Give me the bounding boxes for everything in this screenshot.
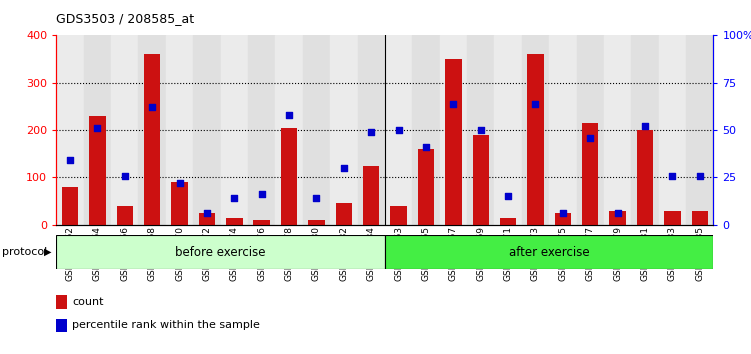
Bar	[549, 35, 577, 225]
Point	[310, 195, 322, 201]
Bar	[62, 187, 78, 225]
Bar	[56, 295, 67, 309]
Text: GDS3503 / 208585_at: GDS3503 / 208585_at	[56, 12, 195, 25]
Bar	[56, 35, 83, 225]
Bar	[221, 35, 248, 225]
Bar	[577, 35, 604, 225]
Point	[119, 173, 131, 178]
Point	[228, 195, 240, 201]
Bar	[226, 218, 243, 225]
Bar	[472, 135, 489, 225]
Point	[255, 192, 267, 197]
Bar	[111, 35, 138, 225]
Bar	[193, 35, 221, 225]
Text: ▶: ▶	[44, 247, 51, 257]
Bar	[609, 211, 626, 225]
Bar	[89, 116, 106, 225]
Point	[201, 211, 213, 216]
Point	[173, 180, 185, 186]
Bar	[56, 235, 385, 269]
Bar	[418, 149, 434, 225]
Point	[393, 127, 405, 133]
Bar	[385, 235, 713, 269]
Bar	[363, 166, 379, 225]
Bar	[308, 220, 324, 225]
Point	[365, 129, 377, 135]
Bar	[664, 211, 680, 225]
Bar	[391, 206, 407, 225]
Bar	[555, 213, 571, 225]
Point	[475, 127, 487, 133]
Bar	[439, 35, 467, 225]
Point	[64, 158, 76, 163]
Bar	[276, 35, 303, 225]
Bar	[144, 54, 161, 225]
Bar	[692, 211, 708, 225]
Bar	[522, 35, 549, 225]
Bar	[56, 319, 67, 332]
Bar	[494, 35, 522, 225]
Bar	[500, 218, 517, 225]
Point	[448, 101, 460, 107]
Bar	[336, 204, 352, 225]
Point	[529, 101, 541, 107]
Text: protocol: protocol	[2, 247, 47, 257]
Bar	[199, 213, 215, 225]
Bar	[171, 182, 188, 225]
Text: percentile rank within the sample: percentile rank within the sample	[72, 320, 260, 331]
Point	[283, 112, 295, 118]
Bar	[330, 35, 357, 225]
Bar	[659, 35, 686, 225]
Bar	[166, 35, 193, 225]
Bar	[253, 220, 270, 225]
Point	[556, 211, 569, 216]
Bar	[303, 35, 330, 225]
Bar	[138, 35, 166, 225]
Bar	[248, 35, 276, 225]
Bar	[412, 35, 439, 225]
Bar	[445, 59, 462, 225]
Bar	[582, 123, 599, 225]
Bar	[604, 35, 632, 225]
Point	[146, 104, 158, 110]
Point	[666, 173, 678, 178]
Bar	[527, 54, 544, 225]
Point	[639, 124, 651, 129]
Point	[338, 165, 350, 171]
Point	[611, 211, 623, 216]
Text: count: count	[72, 297, 104, 307]
Bar	[116, 206, 133, 225]
Bar	[83, 35, 111, 225]
Text: before exercise: before exercise	[175, 246, 266, 259]
Bar	[281, 128, 297, 225]
Point	[584, 135, 596, 141]
Bar	[385, 35, 412, 225]
Point	[502, 194, 514, 199]
Bar	[357, 35, 385, 225]
Point	[694, 173, 706, 178]
Bar	[632, 35, 659, 225]
Bar	[686, 35, 713, 225]
Bar	[637, 130, 653, 225]
Text: after exercise: after exercise	[509, 246, 590, 259]
Bar	[467, 35, 494, 225]
Point	[420, 144, 432, 150]
Point	[92, 125, 104, 131]
